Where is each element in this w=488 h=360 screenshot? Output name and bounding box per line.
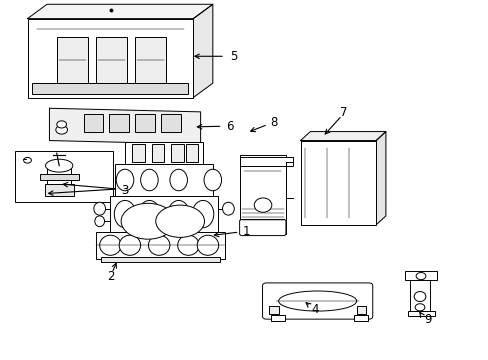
Ellipse shape: [156, 205, 204, 237]
Ellipse shape: [414, 304, 424, 311]
Bar: [101, 257, 220, 262]
Ellipse shape: [197, 235, 218, 255]
Bar: [57, 37, 88, 83]
Bar: [125, 142, 203, 164]
Polygon shape: [193, 4, 212, 98]
Bar: [405, 271, 436, 280]
Ellipse shape: [114, 201, 136, 228]
Text: 5: 5: [229, 50, 237, 63]
Ellipse shape: [413, 292, 425, 302]
Bar: [15, 151, 113, 202]
Ellipse shape: [141, 169, 158, 191]
Ellipse shape: [167, 201, 189, 228]
Bar: [161, 114, 180, 132]
Bar: [27, 19, 193, 98]
Bar: [110, 196, 217, 232]
Ellipse shape: [95, 216, 104, 226]
Bar: [268, 306, 278, 315]
Text: 6: 6: [225, 120, 233, 133]
Bar: [115, 164, 212, 196]
Ellipse shape: [148, 235, 169, 255]
Text: 9: 9: [423, 312, 430, 326]
Ellipse shape: [116, 169, 134, 191]
Ellipse shape: [278, 291, 356, 311]
Text: 1: 1: [242, 225, 249, 238]
Polygon shape: [49, 108, 200, 144]
Ellipse shape: [45, 159, 73, 172]
Bar: [132, 144, 144, 162]
Bar: [171, 144, 183, 162]
Bar: [239, 155, 285, 234]
Bar: [135, 37, 166, 83]
Bar: [44, 184, 74, 196]
Polygon shape: [27, 4, 212, 19]
Ellipse shape: [94, 202, 105, 215]
Bar: [135, 114, 155, 132]
Bar: [356, 306, 366, 315]
Polygon shape: [300, 132, 385, 140]
Ellipse shape: [222, 202, 234, 215]
Bar: [96, 37, 127, 83]
Bar: [32, 83, 188, 94]
Bar: [407, 311, 434, 316]
Ellipse shape: [254, 198, 271, 212]
Bar: [409, 273, 429, 313]
Ellipse shape: [100, 235, 121, 255]
Text: 4: 4: [311, 303, 319, 316]
Ellipse shape: [121, 203, 174, 239]
FancyBboxPatch shape: [262, 283, 372, 319]
Bar: [152, 144, 163, 162]
Ellipse shape: [56, 126, 67, 134]
Ellipse shape: [139, 201, 160, 228]
Ellipse shape: [203, 169, 221, 191]
Text: 7: 7: [339, 106, 346, 119]
Ellipse shape: [119, 235, 141, 255]
Bar: [300, 140, 375, 225]
Text: 3: 3: [122, 184, 129, 197]
FancyBboxPatch shape: [239, 220, 285, 235]
Ellipse shape: [169, 169, 187, 191]
Bar: [239, 157, 293, 166]
Bar: [96, 232, 224, 259]
Ellipse shape: [415, 273, 425, 280]
Bar: [185, 144, 198, 162]
Bar: [47, 166, 71, 184]
Ellipse shape: [23, 157, 31, 163]
Bar: [271, 315, 285, 320]
Text: 8: 8: [269, 116, 277, 129]
Bar: [353, 315, 367, 320]
Polygon shape: [375, 132, 385, 225]
Ellipse shape: [192, 201, 213, 228]
Ellipse shape: [57, 121, 66, 128]
Bar: [109, 114, 129, 132]
Text: 2: 2: [107, 270, 114, 283]
Bar: [40, 174, 79, 180]
Ellipse shape: [177, 235, 199, 255]
Bar: [83, 114, 103, 132]
